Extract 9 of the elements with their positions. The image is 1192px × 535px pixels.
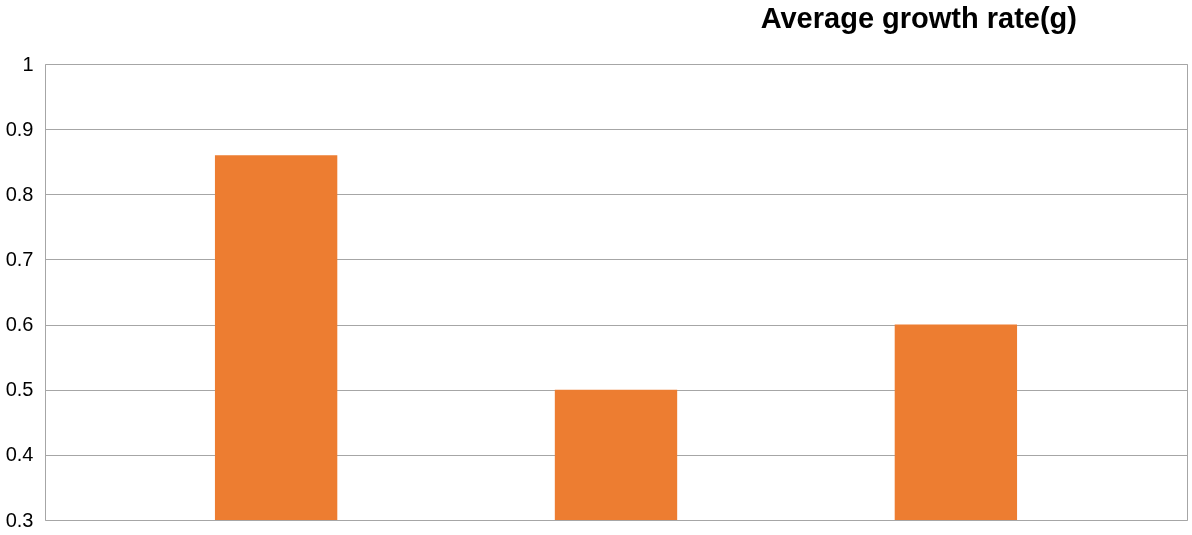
y-tick-label: 0.8 bbox=[5, 182, 34, 205]
y-tick-label: 0.3 bbox=[5, 508, 34, 531]
chart-title: Average growth rate(g) bbox=[760, 2, 1077, 34]
y-tick-label: 0.9 bbox=[5, 117, 34, 140]
y-tick-label: 1 bbox=[22, 52, 34, 75]
y-tick-label: 0.7 bbox=[5, 247, 34, 270]
y-tick-label: 0.4 bbox=[5, 443, 34, 466]
y-tick-label: 0.5 bbox=[5, 378, 34, 401]
y-tick-label: 0.6 bbox=[5, 313, 34, 336]
